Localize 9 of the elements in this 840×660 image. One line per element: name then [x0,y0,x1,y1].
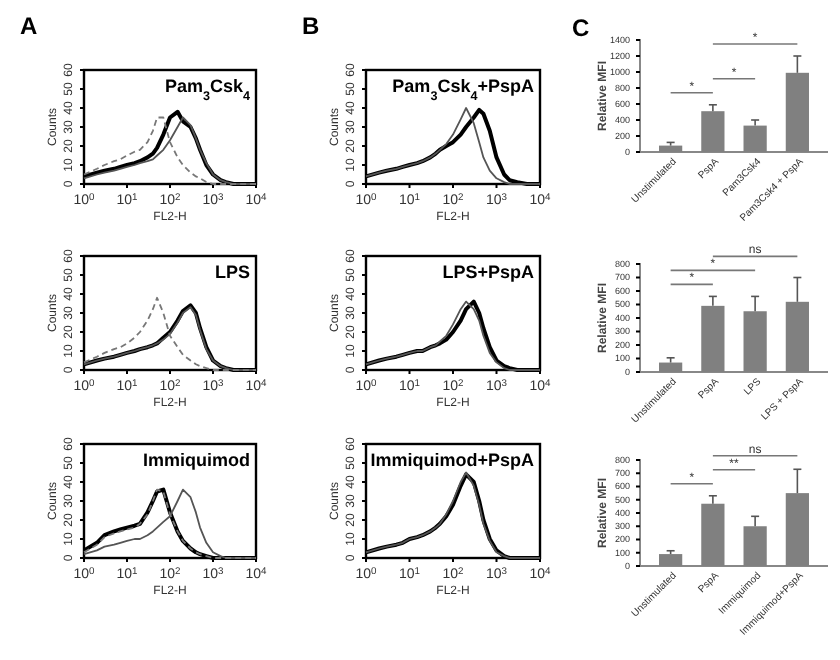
text: B [302,12,320,40]
chart-title: Immiquimod+PspA [370,450,535,470]
text: A [20,12,38,40]
chart-title: Immiquimod [143,450,250,470]
text: Pam$_{3}$Csk$_{4}$ [164,76,251,103]
chart-title: LPS [214,262,250,282]
text: Pam$_{3}$Csk$_{4}$+PspA [392,76,535,103]
chart-title: LPS+PspA [442,262,535,282]
text: C [572,14,590,42]
